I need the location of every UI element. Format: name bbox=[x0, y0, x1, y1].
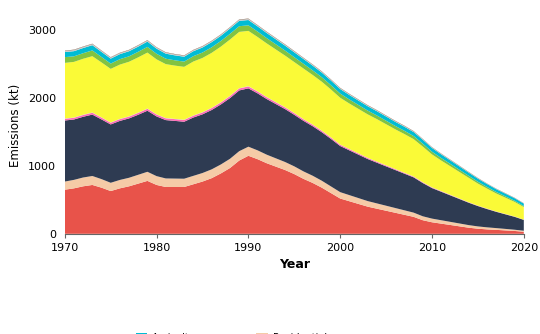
X-axis label: Year: Year bbox=[279, 259, 310, 272]
Legend: Agriculture, Other, Commercial, Other Combustion, Energy Industries, Residential: Agriculture, Other, Commercial, Other Co… bbox=[133, 330, 456, 334]
Y-axis label: Emissions (kt): Emissions (kt) bbox=[9, 84, 22, 167]
